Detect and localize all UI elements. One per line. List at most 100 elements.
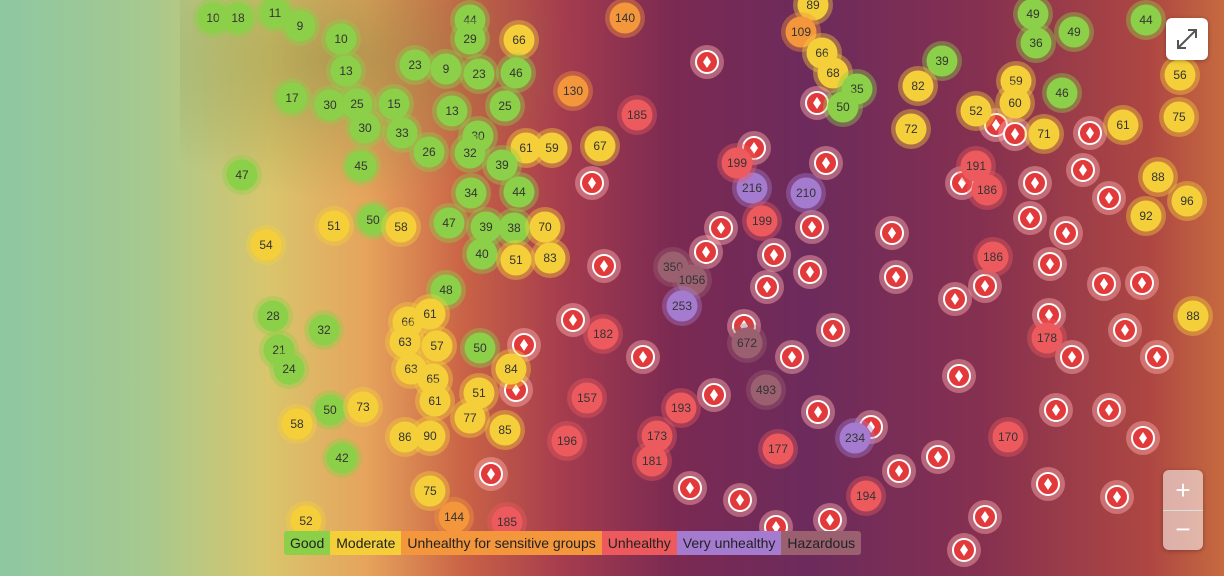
aqi-marker	[273, 353, 305, 385]
aqi-marker	[281, 408, 313, 440]
aqi-label: 50	[836, 100, 850, 114]
fire-icon	[981, 511, 989, 523]
aqi-marker	[500, 244, 532, 276]
aqi-label: 65	[426, 372, 440, 386]
aqi-marker	[250, 229, 282, 261]
aqi-marker	[341, 88, 373, 120]
aqi-label: 46	[1055, 86, 1069, 100]
zoom-in[interactable]: +	[1175, 475, 1191, 505]
fire-icon	[1044, 478, 1052, 490]
legend-item: Moderate	[330, 531, 402, 555]
aqi-marker	[992, 421, 1024, 453]
aqi-label: 83	[543, 251, 557, 265]
aqi-marker	[385, 211, 417, 243]
fire-icon	[770, 249, 778, 261]
aqi-label: 144	[444, 510, 464, 524]
aqi-marker	[926, 45, 958, 77]
aqi-label: 26	[422, 145, 436, 159]
aqi-label: 92	[1139, 209, 1153, 223]
aqi-marker	[259, 0, 291, 29]
aqi-marker	[357, 204, 389, 236]
aqi-label: 50	[366, 213, 380, 227]
aqi-label: 1056	[679, 273, 706, 287]
fire-icon	[1045, 309, 1053, 321]
aqi-marker	[257, 300, 289, 332]
aqi-label: 58	[394, 220, 408, 234]
fire-icon	[788, 351, 796, 363]
aqi-label: 32	[317, 323, 331, 337]
fullscreen-button[interactable]	[1166, 18, 1208, 60]
fire-icon	[1138, 277, 1146, 289]
fire-icon	[520, 339, 528, 351]
aqi-label: 34	[464, 186, 478, 200]
aqi-marker	[419, 385, 451, 417]
aqi-marker	[971, 174, 1003, 206]
aqi-label: 51	[509, 253, 523, 267]
aqi-marker	[378, 88, 410, 120]
aqi-marker	[1130, 4, 1162, 36]
aqi-label: 672	[737, 336, 757, 350]
aqi-label: 196	[557, 434, 577, 448]
aqi-marker	[977, 241, 1009, 273]
aqi-marker	[1017, 0, 1049, 30]
fire-icon	[702, 246, 710, 258]
aqi-marker	[433, 207, 465, 239]
aqi-label: 45	[354, 159, 368, 173]
aqi-marker	[326, 442, 358, 474]
aqi-marker	[746, 205, 778, 237]
aqi-label: 186	[977, 183, 997, 197]
aqi-label: 28	[266, 309, 280, 323]
aqi-label: 216	[742, 181, 762, 195]
aqi-marker	[827, 91, 859, 123]
aqi-marker	[676, 264, 708, 296]
fire-icon	[487, 468, 495, 480]
aqi-label: 40	[475, 247, 489, 261]
aqi-marker	[1130, 200, 1162, 232]
aqi-marker	[470, 211, 502, 243]
aqi-label: 51	[472, 386, 486, 400]
aqi-label: 253	[672, 299, 692, 313]
aqi-marker	[454, 23, 486, 55]
aqi-marker	[503, 24, 535, 56]
aqi-label: 61	[423, 307, 437, 321]
aqi-label: 170	[998, 430, 1018, 444]
aqi-label: 71	[1037, 127, 1051, 141]
fire-icon	[600, 260, 608, 272]
fire-icon	[934, 451, 942, 463]
aqi-marker	[463, 377, 495, 409]
aqi-marker	[399, 49, 431, 81]
fire-icon	[750, 142, 758, 154]
aqi-marker	[438, 501, 470, 533]
aqi-label: 182	[593, 327, 613, 341]
aqi-label: 56	[1173, 68, 1187, 82]
fire-icon	[512, 384, 520, 396]
aqi-label: 199	[727, 156, 747, 170]
aqi-label: 39	[495, 158, 509, 172]
zoom-out[interactable]: −	[1163, 510, 1203, 551]
aqi-marker	[551, 425, 583, 457]
fire-icon	[867, 421, 875, 433]
fire-icon	[717, 222, 725, 234]
aqi-marker	[414, 475, 446, 507]
aqi-label: 181	[642, 454, 662, 468]
aqi-label: 48	[439, 283, 453, 297]
aqi-label: 350	[663, 260, 683, 274]
aqi-marker	[386, 117, 418, 149]
fire-icon	[588, 177, 596, 189]
fire-icon	[888, 227, 896, 239]
aqi-marker	[510, 132, 542, 164]
aqi-label: 77	[463, 411, 477, 425]
fire-icon	[808, 221, 816, 233]
aqi-marker	[790, 177, 822, 209]
aqi-label: 90	[423, 429, 437, 443]
aqi-marker	[308, 314, 340, 346]
aqi-label: 82	[911, 79, 925, 93]
aqi-marker	[503, 176, 535, 208]
aqi-marker	[290, 505, 322, 537]
aqi-marker	[1163, 101, 1195, 133]
fire-icon	[772, 521, 780, 533]
aqi-label: 25	[350, 97, 364, 111]
legend-item: Very unhealthy	[676, 531, 782, 555]
aqi-marker	[721, 147, 753, 179]
